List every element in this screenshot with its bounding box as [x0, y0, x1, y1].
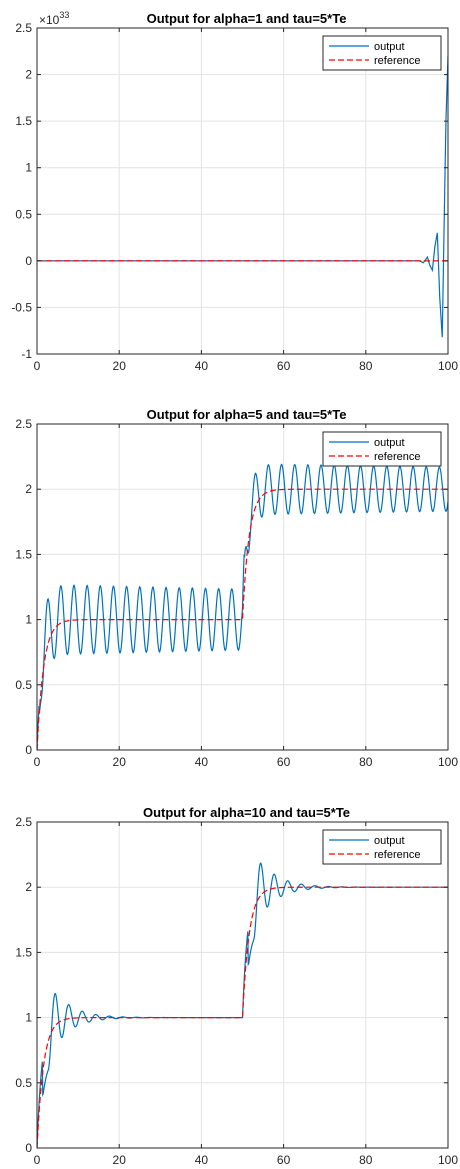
y-tick-label: 2 [25, 68, 32, 82]
x-tick-label: 20 [113, 755, 127, 769]
x-tick-label: 100 [438, 359, 458, 373]
y-tick-label: 0.5 [15, 1076, 32, 1090]
chart-title: Output for alpha=1 and tau=5*Te [147, 11, 347, 26]
legend: output reference [322, 829, 442, 865]
x-tick-label: 60 [277, 359, 291, 373]
plot-area [37, 28, 448, 354]
y-tick-label: -0.5 [11, 300, 32, 314]
plot-area [37, 822, 448, 1148]
y-tick-label: 0.5 [15, 678, 32, 692]
chart-title: Output for alpha=5 and tau=5*Te [147, 407, 347, 422]
y-tick-label: 2.5 [15, 815, 32, 829]
series-line-reference [37, 488, 448, 750]
chart-panel-3: 0 20 40 60 80 100 0 0.5 1 1.5 2 2.5 Output for alpha… [15, 805, 458, 1167]
x-tick-label: 0 [34, 359, 41, 373]
legend-label-output: output [374, 835, 405, 847]
axes-box [36, 821, 449, 1149]
legend-label-output: output [374, 41, 405, 53]
x-tick-label: 40 [195, 359, 209, 373]
x-tick-label: 20 [113, 1153, 127, 1167]
y-tick-label: 2.5 [15, 417, 32, 431]
y-tick-label: -1 [21, 347, 32, 361]
legend-label-reference: reference [374, 55, 420, 67]
legend-box [322, 35, 442, 71]
y-tick-label: 0 [25, 254, 32, 268]
y-tick-label: 0.5 [15, 207, 32, 221]
x-tick-label: 80 [359, 359, 373, 373]
y-tick-label: 1.5 [15, 547, 32, 561]
x-tick-label: 20 [113, 359, 127, 373]
x-tick-label: 0 [34, 755, 41, 769]
x-tick-label: 80 [359, 1153, 373, 1167]
x-tick-label: 40 [195, 755, 209, 769]
x-tick-label: 60 [277, 755, 291, 769]
x-tick-label: 40 [195, 1153, 209, 1167]
legend-box [322, 829, 442, 865]
y-tick-label: 1 [25, 161, 32, 175]
y-tick-label: 2.5 [15, 21, 32, 35]
y-exponent-value: 33 [59, 10, 69, 20]
series-line-reference [37, 886, 448, 1148]
y-tick-label: 0 [25, 1141, 32, 1155]
y-tick-label: 1 [25, 1011, 32, 1025]
legend-label-reference: reference [374, 451, 420, 463]
axes-box [36, 423, 449, 751]
chart-title: Output for alpha=10 and tau=5*Te [143, 805, 350, 820]
y-tick-label: 1 [25, 613, 32, 627]
y-tick-label: 2 [25, 482, 32, 496]
x-tick-label: 0 [34, 1153, 41, 1167]
y-tick-label: 2 [25, 880, 32, 894]
axes-box [36, 27, 449, 355]
legend: output reference [322, 35, 442, 71]
series-line-output [37, 463, 448, 750]
chart-panel-1: 0 20 40 60 80 100 -1 -0.5 0 0.5 1 1.5 2 2.5 ×1033 Outpu… [11, 10, 458, 373]
x-tick-label: 100 [438, 755, 458, 769]
x-tick-label: 100 [438, 1153, 458, 1167]
y-tick-label: 0 [25, 743, 32, 757]
legend-box [322, 431, 442, 467]
legend: output reference [322, 431, 442, 467]
legend-label-output: output [374, 437, 405, 449]
legend-label-reference: reference [374, 849, 420, 861]
x-tick-label: 60 [277, 1153, 291, 1167]
y-tick-label: 1.5 [15, 114, 32, 128]
x-tick-label: 80 [359, 755, 373, 769]
chart-panel-2: 0 20 40 60 80 100 0 0.5 1 1.5 2 2.5 Output for alpha… [15, 407, 458, 769]
y-exponent-label: ×1033 [39, 10, 69, 27]
y-tick-label: 1.5 [15, 945, 32, 959]
